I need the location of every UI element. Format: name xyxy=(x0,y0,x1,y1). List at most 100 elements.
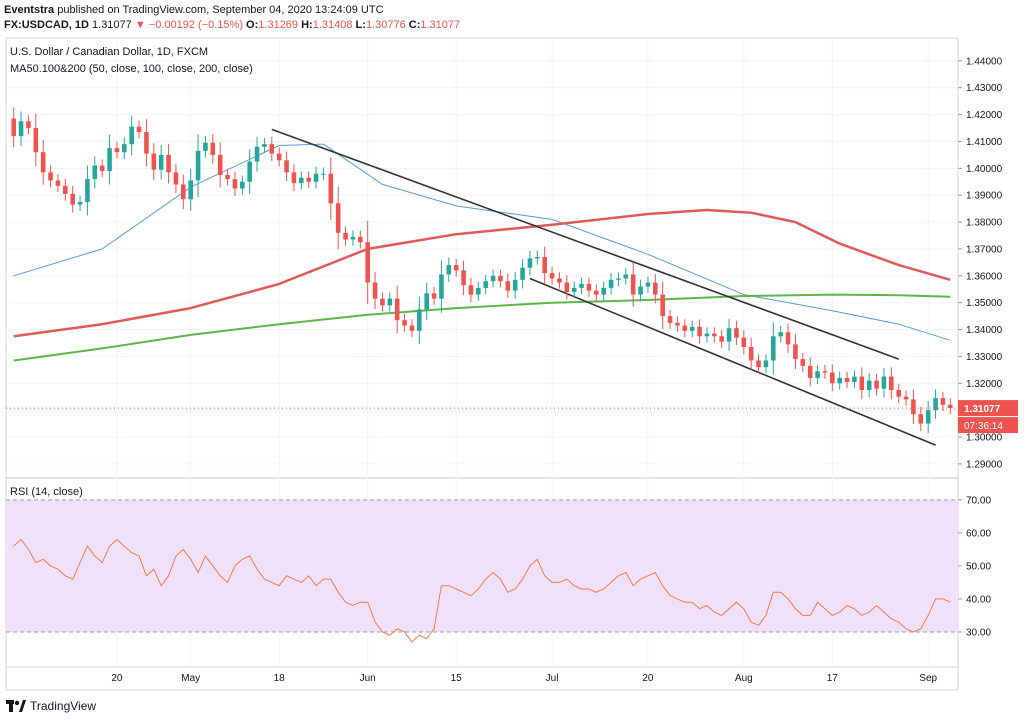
candle-body xyxy=(778,332,783,337)
tradingview-logo[interactable]: TradingView xyxy=(6,699,96,713)
candle-body xyxy=(380,298,385,306)
candle-body xyxy=(299,177,304,184)
candle-body xyxy=(40,152,46,173)
candle-body xyxy=(542,257,547,274)
candle-body xyxy=(48,172,53,181)
candle-body xyxy=(63,185,68,194)
candle-body xyxy=(402,320,407,326)
low-label: L: xyxy=(355,19,366,31)
candle-body xyxy=(446,265,452,275)
candle-body xyxy=(807,365,813,378)
low-value: 1.30776 xyxy=(365,19,406,31)
candle-body xyxy=(579,283,584,288)
last-price: 1.31077 xyxy=(92,19,132,31)
change-arrow-icon: ▼ xyxy=(134,19,146,31)
candle-body xyxy=(476,287,481,295)
candle-body xyxy=(483,281,488,288)
candle-body xyxy=(638,286,643,295)
candle-body xyxy=(682,325,688,331)
rsi-legend: RSI (14, close) xyxy=(10,486,83,498)
time-tick-label: Jul xyxy=(546,673,559,684)
candle-body xyxy=(85,179,90,202)
candle-body xyxy=(122,144,127,153)
candle-body xyxy=(697,326,702,337)
candle-body xyxy=(874,380,879,389)
candle-body xyxy=(866,380,872,391)
price-tick-label: 1.44000 xyxy=(966,56,1003,67)
candle-body xyxy=(535,257,540,259)
time-tick-label: Aug xyxy=(735,673,753,684)
candle-body xyxy=(151,153,157,170)
candle-body xyxy=(439,274,444,299)
ma200-line xyxy=(13,293,951,362)
candle-body xyxy=(350,236,356,240)
candle-body xyxy=(623,274,629,279)
close-value: 1.31077 xyxy=(420,19,461,31)
rsi-tick-label: 30.00 xyxy=(966,627,991,638)
last-price-tag xyxy=(958,400,1018,417)
candle-body xyxy=(394,298,400,321)
candle-body xyxy=(262,144,267,147)
price-tick-label: 1.40000 xyxy=(966,164,1003,175)
candle-body xyxy=(11,118,16,137)
candle-body xyxy=(254,146,260,162)
candle-body xyxy=(217,154,223,176)
time-tick-label: 20 xyxy=(642,673,654,684)
tradingview-logo-icon xyxy=(6,700,26,712)
candle-body xyxy=(800,359,806,366)
candle-body xyxy=(505,281,511,291)
candle-body xyxy=(667,316,673,323)
price-tick-label: 1.36000 xyxy=(966,271,1003,282)
candle-body xyxy=(166,154,171,173)
price-tick-label: 1.41000 xyxy=(966,137,1003,148)
candle-body xyxy=(675,322,680,326)
candle-body xyxy=(586,283,592,291)
candle-body xyxy=(940,398,946,405)
rsi-tick-label: 60.00 xyxy=(966,528,991,539)
price-tick-label: 1.29000 xyxy=(966,459,1003,470)
time-tick-label: Jun xyxy=(360,673,376,684)
candle-body xyxy=(343,232,348,240)
candle-body xyxy=(328,173,334,204)
candle-body xyxy=(660,294,665,317)
close-label: C: xyxy=(408,19,421,31)
candle-body xyxy=(453,265,459,271)
price-tick-label: 1.43000 xyxy=(966,83,1003,94)
price-tick-label: 1.35000 xyxy=(966,298,1003,309)
candle-body xyxy=(306,177,311,182)
countdown-tag xyxy=(958,417,1018,434)
candle-body xyxy=(247,161,252,182)
candle-body xyxy=(158,154,164,170)
candle-body xyxy=(144,132,149,154)
open-value: 1.31269 xyxy=(258,19,299,31)
price-tick-label: 1.37000 xyxy=(966,244,1003,255)
candle-body xyxy=(903,396,909,400)
candle-body xyxy=(99,165,105,172)
instrument-legend: U.S. Dollar / Canadian Dollar, 1D, FXCM xyxy=(10,46,209,58)
candle-body xyxy=(188,180,193,200)
candle-body xyxy=(549,273,555,279)
candle-body xyxy=(490,275,496,282)
candle-body xyxy=(837,377,842,384)
candle-body xyxy=(741,337,747,348)
price-tick-label: 1.38000 xyxy=(966,218,1003,229)
candle-body xyxy=(859,376,865,391)
candle-body xyxy=(417,309,422,331)
candle-body xyxy=(313,173,319,182)
symbol: FX:USDCAD, 1D xyxy=(4,19,89,31)
price-tick-label: 1.34000 xyxy=(966,325,1003,336)
candle-body xyxy=(468,285,474,295)
candle-body xyxy=(269,144,275,154)
candle-body xyxy=(815,371,820,378)
candle-body xyxy=(173,172,179,185)
rsi-band xyxy=(6,499,958,632)
ma-legend: MA50.100&200 (50, close, 100, close, 200… xyxy=(10,63,253,75)
high-label: H: xyxy=(301,19,313,31)
ma100-line xyxy=(13,208,951,338)
candle-body xyxy=(881,376,887,389)
candle-body xyxy=(844,377,850,382)
price-tick-label: 1.42000 xyxy=(966,110,1003,121)
candle-body xyxy=(365,242,370,283)
candle-body xyxy=(461,270,466,286)
